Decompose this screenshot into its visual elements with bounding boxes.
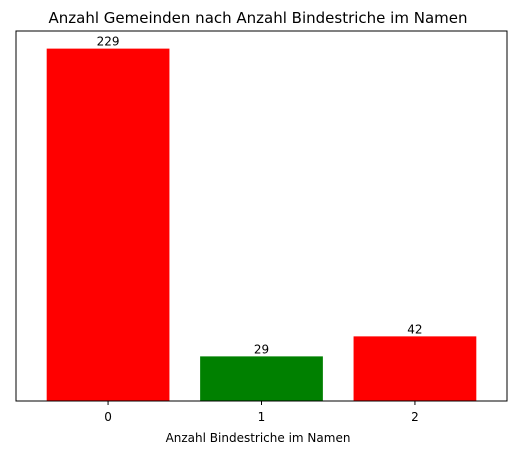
- x-tick-label-2: 2: [411, 410, 419, 424]
- x-tick-label-0: 0: [104, 410, 112, 424]
- x-axis-ticks: 0 1 2: [104, 401, 419, 424]
- bar-0: [46, 48, 170, 401]
- bar-value-label-1: 29: [254, 342, 269, 356]
- bar-1: [200, 356, 323, 401]
- plot-area: 229 29 42: [46, 35, 477, 401]
- chart-title: Anzahl Gemeinden nach Anzahl Bindestrich…: [49, 9, 468, 27]
- x-tick-label-1: 1: [258, 410, 266, 424]
- x-axis-label: Anzahl Bindestriche im Namen: [166, 431, 351, 445]
- bar-value-label-0: 229: [97, 35, 120, 49]
- bar-2: [353, 336, 477, 401]
- bar-value-label-2: 42: [407, 322, 422, 336]
